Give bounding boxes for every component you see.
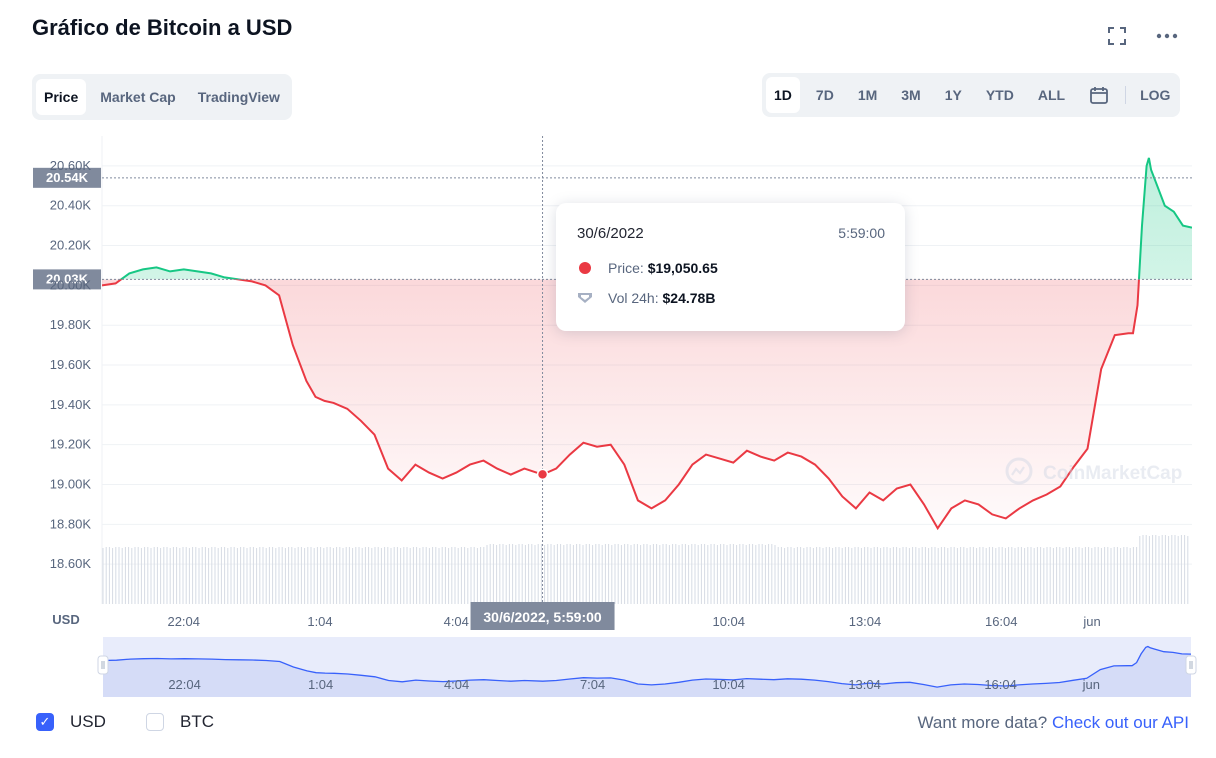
range-tab-1m[interactable]: 1M [857, 87, 878, 103]
currency-axis-label: USD [52, 612, 79, 627]
api-promo: Want more data? Check out our API [917, 713, 1189, 733]
navigator-line [102, 645, 1192, 688]
chart-type-tabs: Price Market Cap TradingView [32, 74, 292, 120]
currency-usd-toggle[interactable]: ✓ USD [36, 712, 106, 732]
navigator-tick-label: 7:04 [580, 677, 605, 692]
navigator-tick-label: 4:04 [444, 677, 469, 692]
current-price-label: 20.54K [46, 170, 89, 185]
log-toggle[interactable]: LOG [1140, 87, 1171, 103]
baseline-label: 20.03K [46, 271, 89, 286]
fullscreen-icon[interactable] [1103, 22, 1131, 50]
tab-separator [1125, 86, 1127, 104]
watermark: CoinMarketCap [1005, 457, 1182, 485]
navigator-tick-label: 13:04 [848, 677, 881, 692]
tooltip-vol-value: $24.78B [662, 290, 716, 306]
range-tab-3m[interactable]: 3M [901, 87, 921, 103]
more-horizontal-icon[interactable] [1153, 22, 1181, 50]
page-title: Gráfico de Bitcoin a USD [32, 15, 293, 40]
crosshair: 30/6/2022, 5:59:00 [470, 136, 615, 630]
hover-point [536, 468, 549, 481]
api-link[interactable]: Check out our API [1051, 713, 1189, 732]
baseline-badge [33, 269, 101, 290]
y-tick-label: 20.20K [50, 238, 92, 253]
tooltip: 30/6/2022 5:59:00 Price: $19,050.65 Vol … [556, 203, 905, 331]
calendar-icon[interactable] [1081, 77, 1117, 113]
navigator-handle-right[interactable] [1185, 655, 1197, 675]
y-tick-label: 19.80K [50, 317, 92, 332]
y-tick-label: 18.60K [50, 556, 92, 571]
range-tab-all[interactable]: ALL [1037, 87, 1066, 103]
x-tick-label: 13:04 [849, 614, 882, 629]
navigator-tick-label: 22:04 [168, 677, 201, 692]
price-dot-icon [579, 262, 591, 274]
navigator-tick-label: jun [1082, 677, 1100, 692]
volume-icon [577, 291, 593, 309]
x-tick-label: 4:04 [444, 614, 469, 629]
area-fills [102, 157, 1192, 529]
y-tick-label: 19.20K [50, 437, 92, 452]
y-tick-label: 18.80K [50, 516, 92, 531]
y-tick-label: 20.40K [50, 198, 92, 213]
series-line-down [102, 279, 1140, 531]
price-lines [102, 157, 1192, 531]
navigator[interactable]: 22:04 1:04 4:04 7:04 10:04 13:04 16:04 jun [97, 637, 1197, 697]
range-tabs: 1D 7D 1M 3M 1Y YTD ALL LOG [762, 73, 1181, 117]
y-tick-label: 19.60K [50, 357, 92, 372]
tab-tradingview[interactable]: TradingView [197, 89, 280, 105]
watermark-text: CoinMarketCap [1043, 463, 1182, 484]
usd-label: USD [70, 712, 106, 731]
crosshair-badge [470, 602, 615, 630]
checkbox-unchecked-icon[interactable] [146, 713, 164, 731]
tab-market-cap[interactable]: Market Cap [100, 89, 176, 105]
range-tab-1y[interactable]: 1Y [944, 87, 962, 103]
range-tab-7d[interactable]: 7D [815, 87, 834, 103]
current-price-badge [33, 167, 101, 188]
checkbox-checked-icon[interactable]: ✓ [36, 713, 54, 731]
price-chart[interactable]: 20.03K 20.54K 20.60K 20.40K 20.20K 20.00K 19.… [0, 0, 1216, 705]
x-tick-label: jun [1082, 614, 1100, 629]
x-tick-label: 22:04 [167, 614, 200, 629]
tooltip-date: 30/6/2022 [577, 225, 644, 242]
navigator-tick-label: 16:04 [984, 677, 1017, 692]
navigator-tick-label: 1:04 [308, 677, 333, 692]
tooltip-time: 5:59:00 [838, 225, 885, 241]
range-tab-1d[interactable]: 1D [766, 77, 800, 113]
tooltip-price-value: $19,050.65 [647, 260, 718, 276]
x-tick-label: 1:04 [307, 614, 332, 629]
range-tab-ytd[interactable]: YTD [985, 87, 1014, 103]
x-tick-label: 16:04 [985, 614, 1018, 629]
x-tick-label: 10:04 [712, 614, 745, 629]
volume-bars [102, 535, 1189, 604]
tooltip-vol-label: Vol 24h: [608, 290, 659, 306]
btc-label: BTC [180, 712, 214, 731]
api-text: Want more data? [917, 713, 1048, 732]
y-tick-label: 20.00K [50, 277, 92, 292]
crosshair-label: 30/6/2022, 5:59:00 [483, 609, 602, 625]
y-axis: 20.60K 20.40K 20.20K 20.00K 19.80K 19.60K 19.4… [50, 158, 92, 627]
tooltip-price-label: Price: [608, 260, 644, 276]
y-tick-label: 19.40K [50, 397, 92, 412]
navigator-tick-label: 10:04 [712, 677, 745, 692]
currency-btc-toggle[interactable]: BTC [146, 712, 214, 732]
navigator-handle-left[interactable] [97, 655, 109, 675]
tab-price[interactable]: Price [36, 79, 87, 115]
y-tick-label: 20.60K [50, 158, 92, 173]
area-below-baseline [102, 279, 1139, 529]
y-tick-label: 19.00K [50, 477, 92, 492]
